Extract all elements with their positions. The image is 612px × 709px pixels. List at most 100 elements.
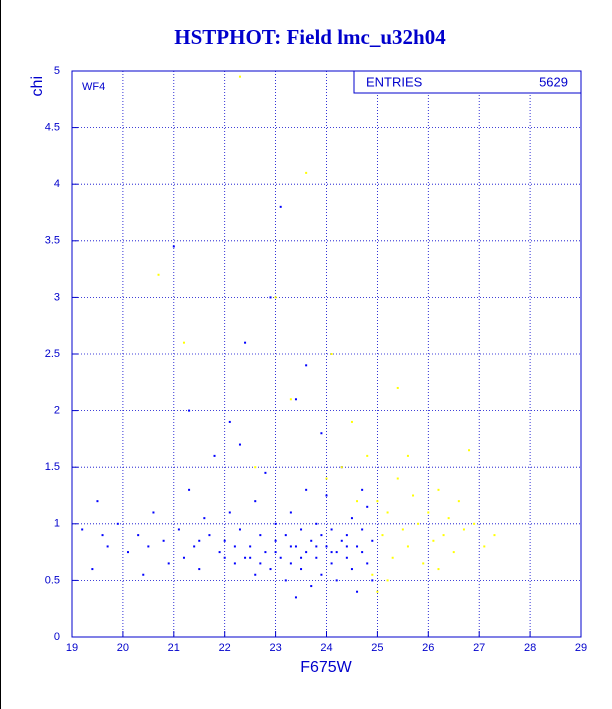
point bbox=[208, 534, 211, 537]
point bbox=[305, 364, 308, 367]
point bbox=[238, 443, 241, 446]
point bbox=[315, 556, 318, 559]
y-tick-label: 0 bbox=[54, 631, 60, 643]
point bbox=[81, 528, 84, 531]
point bbox=[96, 500, 99, 503]
point bbox=[310, 539, 313, 542]
point bbox=[483, 545, 486, 548]
point bbox=[305, 551, 308, 554]
point bbox=[254, 573, 257, 576]
point bbox=[152, 511, 155, 514]
point bbox=[376, 500, 379, 503]
point bbox=[274, 522, 277, 525]
point bbox=[274, 551, 277, 554]
point bbox=[228, 420, 231, 423]
point bbox=[269, 568, 272, 571]
point bbox=[356, 500, 359, 503]
point bbox=[218, 551, 221, 554]
point bbox=[101, 534, 104, 537]
point bbox=[289, 545, 292, 548]
point bbox=[116, 522, 119, 525]
point bbox=[228, 511, 231, 514]
point bbox=[361, 551, 364, 554]
point bbox=[284, 579, 287, 582]
point bbox=[254, 466, 257, 469]
point bbox=[325, 545, 328, 548]
y-tick-label: 4.5 bbox=[45, 122, 60, 134]
y-tick-label: 1 bbox=[54, 518, 60, 530]
point bbox=[330, 551, 333, 554]
stats-box bbox=[353, 70, 582, 94]
x-tick-label: 27 bbox=[473, 642, 485, 654]
point bbox=[396, 477, 399, 480]
point bbox=[361, 528, 364, 531]
point bbox=[198, 539, 201, 542]
x-tick-label: 25 bbox=[371, 642, 383, 654]
point bbox=[325, 477, 328, 480]
point bbox=[315, 545, 318, 548]
point bbox=[244, 341, 247, 344]
x-axis-label: F675W bbox=[300, 659, 352, 676]
point bbox=[310, 585, 313, 588]
point bbox=[289, 562, 292, 565]
point bbox=[361, 488, 364, 491]
chart-title: HSTPHOT: Field lmc_u32h04 bbox=[174, 25, 446, 49]
point bbox=[345, 534, 348, 537]
x-tick-label: 19 bbox=[66, 642, 78, 654]
point bbox=[91, 568, 94, 571]
point bbox=[182, 341, 185, 344]
point bbox=[473, 522, 476, 525]
point bbox=[406, 454, 409, 457]
point bbox=[142, 573, 145, 576]
point bbox=[371, 573, 374, 576]
point bbox=[350, 517, 353, 520]
point bbox=[330, 528, 333, 531]
point bbox=[350, 420, 353, 423]
x-tick-label: 28 bbox=[524, 642, 536, 654]
point bbox=[345, 556, 348, 559]
point bbox=[462, 528, 465, 531]
point bbox=[320, 432, 323, 435]
point bbox=[289, 511, 292, 514]
point bbox=[162, 539, 165, 542]
point bbox=[315, 522, 318, 525]
x-tick-label: 20 bbox=[117, 642, 129, 654]
point bbox=[300, 568, 303, 571]
point bbox=[396, 386, 399, 389]
point bbox=[147, 545, 150, 548]
point bbox=[356, 545, 359, 548]
point bbox=[437, 568, 440, 571]
point bbox=[223, 539, 226, 542]
x-tick-label: 23 bbox=[269, 642, 281, 654]
point bbox=[386, 579, 389, 582]
point bbox=[325, 494, 328, 497]
point bbox=[412, 494, 415, 497]
stats-value: 5629 bbox=[539, 74, 568, 89]
x-tick-label: 22 bbox=[219, 642, 231, 654]
point bbox=[188, 409, 191, 412]
point bbox=[213, 454, 216, 457]
point bbox=[259, 562, 262, 565]
point bbox=[294, 596, 297, 599]
point bbox=[376, 590, 379, 593]
point bbox=[468, 449, 471, 452]
point bbox=[335, 551, 338, 554]
point bbox=[417, 522, 420, 525]
point bbox=[279, 205, 282, 208]
point bbox=[172, 245, 175, 248]
y-axis-label: chi bbox=[29, 76, 46, 96]
y-tick-label: 5 bbox=[54, 65, 60, 77]
point bbox=[366, 454, 369, 457]
y-tick-label: 2.5 bbox=[45, 348, 60, 360]
point bbox=[457, 500, 460, 503]
point bbox=[345, 545, 348, 548]
point bbox=[391, 556, 394, 559]
x-tick-label: 29 bbox=[575, 642, 587, 654]
y-tick-label: 0.5 bbox=[45, 574, 60, 586]
point bbox=[203, 517, 206, 520]
x-tick-label: 26 bbox=[422, 642, 434, 654]
point bbox=[447, 517, 450, 520]
point bbox=[422, 562, 425, 565]
point bbox=[335, 579, 338, 582]
